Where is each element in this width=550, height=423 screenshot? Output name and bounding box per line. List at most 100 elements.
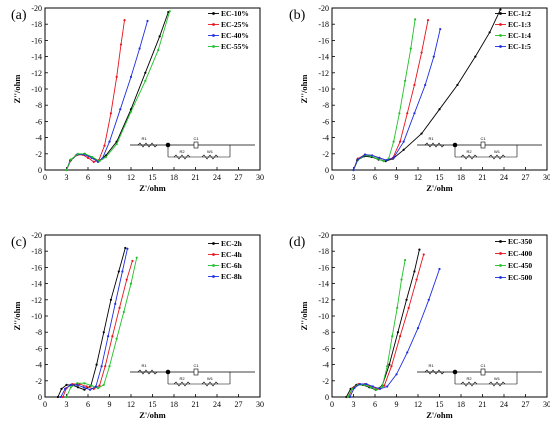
data-point [396, 331, 400, 334]
data-point [76, 383, 79, 386]
data-point [65, 383, 68, 386]
equivalent-circuit-inset: R1 C1 R2 W1 [130, 136, 255, 160]
series-4 [65, 10, 171, 172]
data-point [406, 351, 409, 354]
data-point [395, 373, 398, 376]
y-tick-label: -18 [318, 20, 329, 29]
capacitor-c1 [480, 368, 486, 376]
data-point [98, 384, 101, 387]
data-point [396, 306, 399, 309]
circuit-label-w1: W1 [494, 376, 501, 381]
y-tick-label: -4 [35, 361, 42, 370]
data-point [118, 306, 121, 309]
x-tick-label: 30 [256, 173, 264, 182]
series-3 [352, 18, 417, 172]
series-line [348, 254, 425, 398]
data-point [96, 386, 100, 390]
legend-label: EC-55% [221, 42, 249, 51]
y-tick-label: -8 [322, 101, 329, 110]
plot-frame [44, 234, 261, 398]
y-tick-label: -14 [318, 53, 329, 62]
x-tick-label: 12 [127, 173, 135, 182]
y-tick-label: -8 [35, 328, 42, 337]
x-tick-label: 0 [330, 173, 334, 182]
data-point [420, 51, 423, 54]
y-tick-label: -16 [31, 36, 42, 45]
y-tick-label: -16 [318, 36, 329, 45]
x-axis-label: Z'/ohm [426, 410, 452, 420]
y-tick-label: -10 [31, 85, 42, 94]
y-tick-label: -18 [31, 20, 42, 29]
data-point [376, 157, 379, 160]
data-point [392, 156, 395, 159]
series-line [353, 9, 501, 171]
data-point [378, 156, 381, 159]
x-tick-label: 30 [543, 173, 550, 182]
y-tick-label: -12 [31, 296, 42, 305]
legend-marker [499, 45, 502, 48]
y-tick-label: -2 [35, 150, 42, 159]
data-point [398, 140, 402, 143]
capacitor-c1 [480, 141, 486, 149]
data-point [499, 8, 502, 11]
legend-label: EC-8h [221, 272, 243, 281]
series-2 [61, 259, 134, 399]
y-axis-label: Z''/ohm [12, 75, 22, 104]
x-tick-label: 21 [479, 400, 487, 409]
data-point [122, 310, 125, 314]
circuit-label-c1: C1 [480, 136, 486, 141]
data-point [106, 335, 110, 338]
circuit-label-w1: W1 [207, 149, 214, 154]
panel-label: (c) [11, 235, 27, 250]
legend-label: EC-4h [221, 250, 243, 259]
data-point [108, 365, 111, 368]
x-axis-label: Z'/ohm [139, 410, 165, 420]
legend-marker [499, 34, 502, 37]
x-axis-label: Z'/ohm [139, 183, 165, 193]
panel-label: (b) [289, 8, 306, 23]
data-point [388, 363, 391, 366]
legend-marker [499, 240, 502, 243]
y-tick-label: 0 [325, 393, 329, 402]
resistor-r2 [173, 381, 191, 387]
data-point [427, 298, 430, 301]
legend-label: EC-10% [221, 9, 249, 18]
series-line [66, 20, 148, 171]
data-point [83, 388, 86, 391]
x-tick-label: 18 [457, 173, 465, 182]
y-tick-label: -4 [322, 134, 329, 143]
data-point [83, 382, 86, 385]
series-1 [345, 248, 421, 399]
y-tick-label: -14 [318, 280, 329, 289]
chart-panel-2: 0 3 6 9 12 15 18 21 24 27 30 0 -2 -4 -6 -8 -10 -12 -14 -16 -… [289, 4, 550, 193]
y-tick-label: -4 [322, 361, 329, 370]
y-tick-label: -8 [35, 101, 42, 110]
series-line [62, 260, 133, 398]
circuit-label-r2: R2 [466, 149, 472, 154]
legend-marker [499, 23, 502, 26]
data-point [400, 278, 403, 281]
data-point [115, 337, 118, 340]
x-tick-label: 18 [457, 400, 465, 409]
chart-panel-3: 0 3 6 9 12 15 18 21 24 27 30 0 -2 -4 -6 -8 -10 -12 -14 -16 -… [11, 231, 264, 420]
x-tick-label: 30 [543, 400, 550, 409]
series-3 [65, 256, 138, 399]
x-tick-label: 3 [65, 173, 69, 182]
data-point [89, 388, 92, 391]
x-tick-label: 27 [522, 173, 530, 182]
data-point [398, 112, 401, 115]
y-tick-label: -4 [35, 134, 42, 143]
x-tick-label: 24 [213, 400, 221, 409]
resistor-r1 [137, 142, 158, 148]
data-point [84, 152, 87, 155]
data-point [432, 55, 435, 58]
resistor-r1 [137, 369, 158, 375]
legend-marker [212, 12, 215, 15]
y-tick-label: -6 [35, 117, 42, 126]
x-tick-label: 12 [127, 400, 135, 409]
x-tick-label: 15 [436, 400, 444, 409]
data-point [168, 10, 171, 13]
y-tick-label: -20 [318, 4, 329, 13]
x-tick-label: 27 [235, 400, 243, 409]
y-tick-label: -12 [318, 296, 329, 305]
